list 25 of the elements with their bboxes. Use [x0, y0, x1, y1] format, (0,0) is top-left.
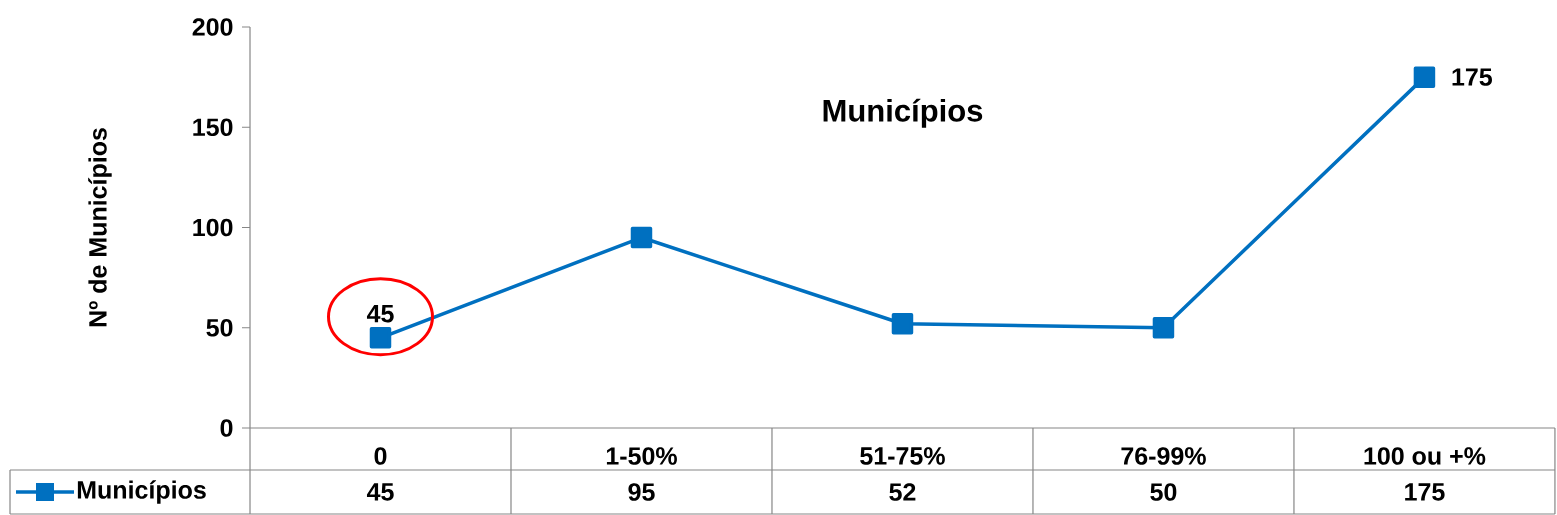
data-label: 45	[366, 483, 394, 501]
x-tick-label: 100 ou +%	[1364, 447, 1486, 465]
y-axis-title: Nº de Municípios	[88, 128, 112, 327]
legend-label: Municípios	[77, 480, 206, 504]
point	[369, 327, 392, 349]
y-tick-label: 0	[220, 419, 233, 437]
point	[1152, 317, 1175, 339]
x-tick-label: 76-99%	[1121, 447, 1206, 465]
annotation: 45	[366, 305, 394, 323]
point	[891, 312, 914, 335]
y-tick-label: 50	[206, 318, 233, 337]
x-tick-label: 0	[374, 447, 387, 465]
x-tick-label: 51-75%	[860, 447, 945, 465]
data-label: 175	[1405, 483, 1445, 501]
annotation: 175	[1452, 68, 1492, 86]
data-label: 50	[1150, 483, 1177, 501]
x-tick-label: 1-50%	[606, 447, 677, 465]
y-tick-label: 200	[192, 18, 233, 36]
data-label: 52	[889, 483, 916, 501]
point	[1413, 66, 1436, 88]
text: Municípios	[823, 98, 983, 128]
point	[630, 226, 653, 249]
y-tick-label: 150	[193, 118, 233, 137]
y-tick-label: 100	[193, 218, 233, 237]
data-label: 95	[628, 483, 655, 501]
